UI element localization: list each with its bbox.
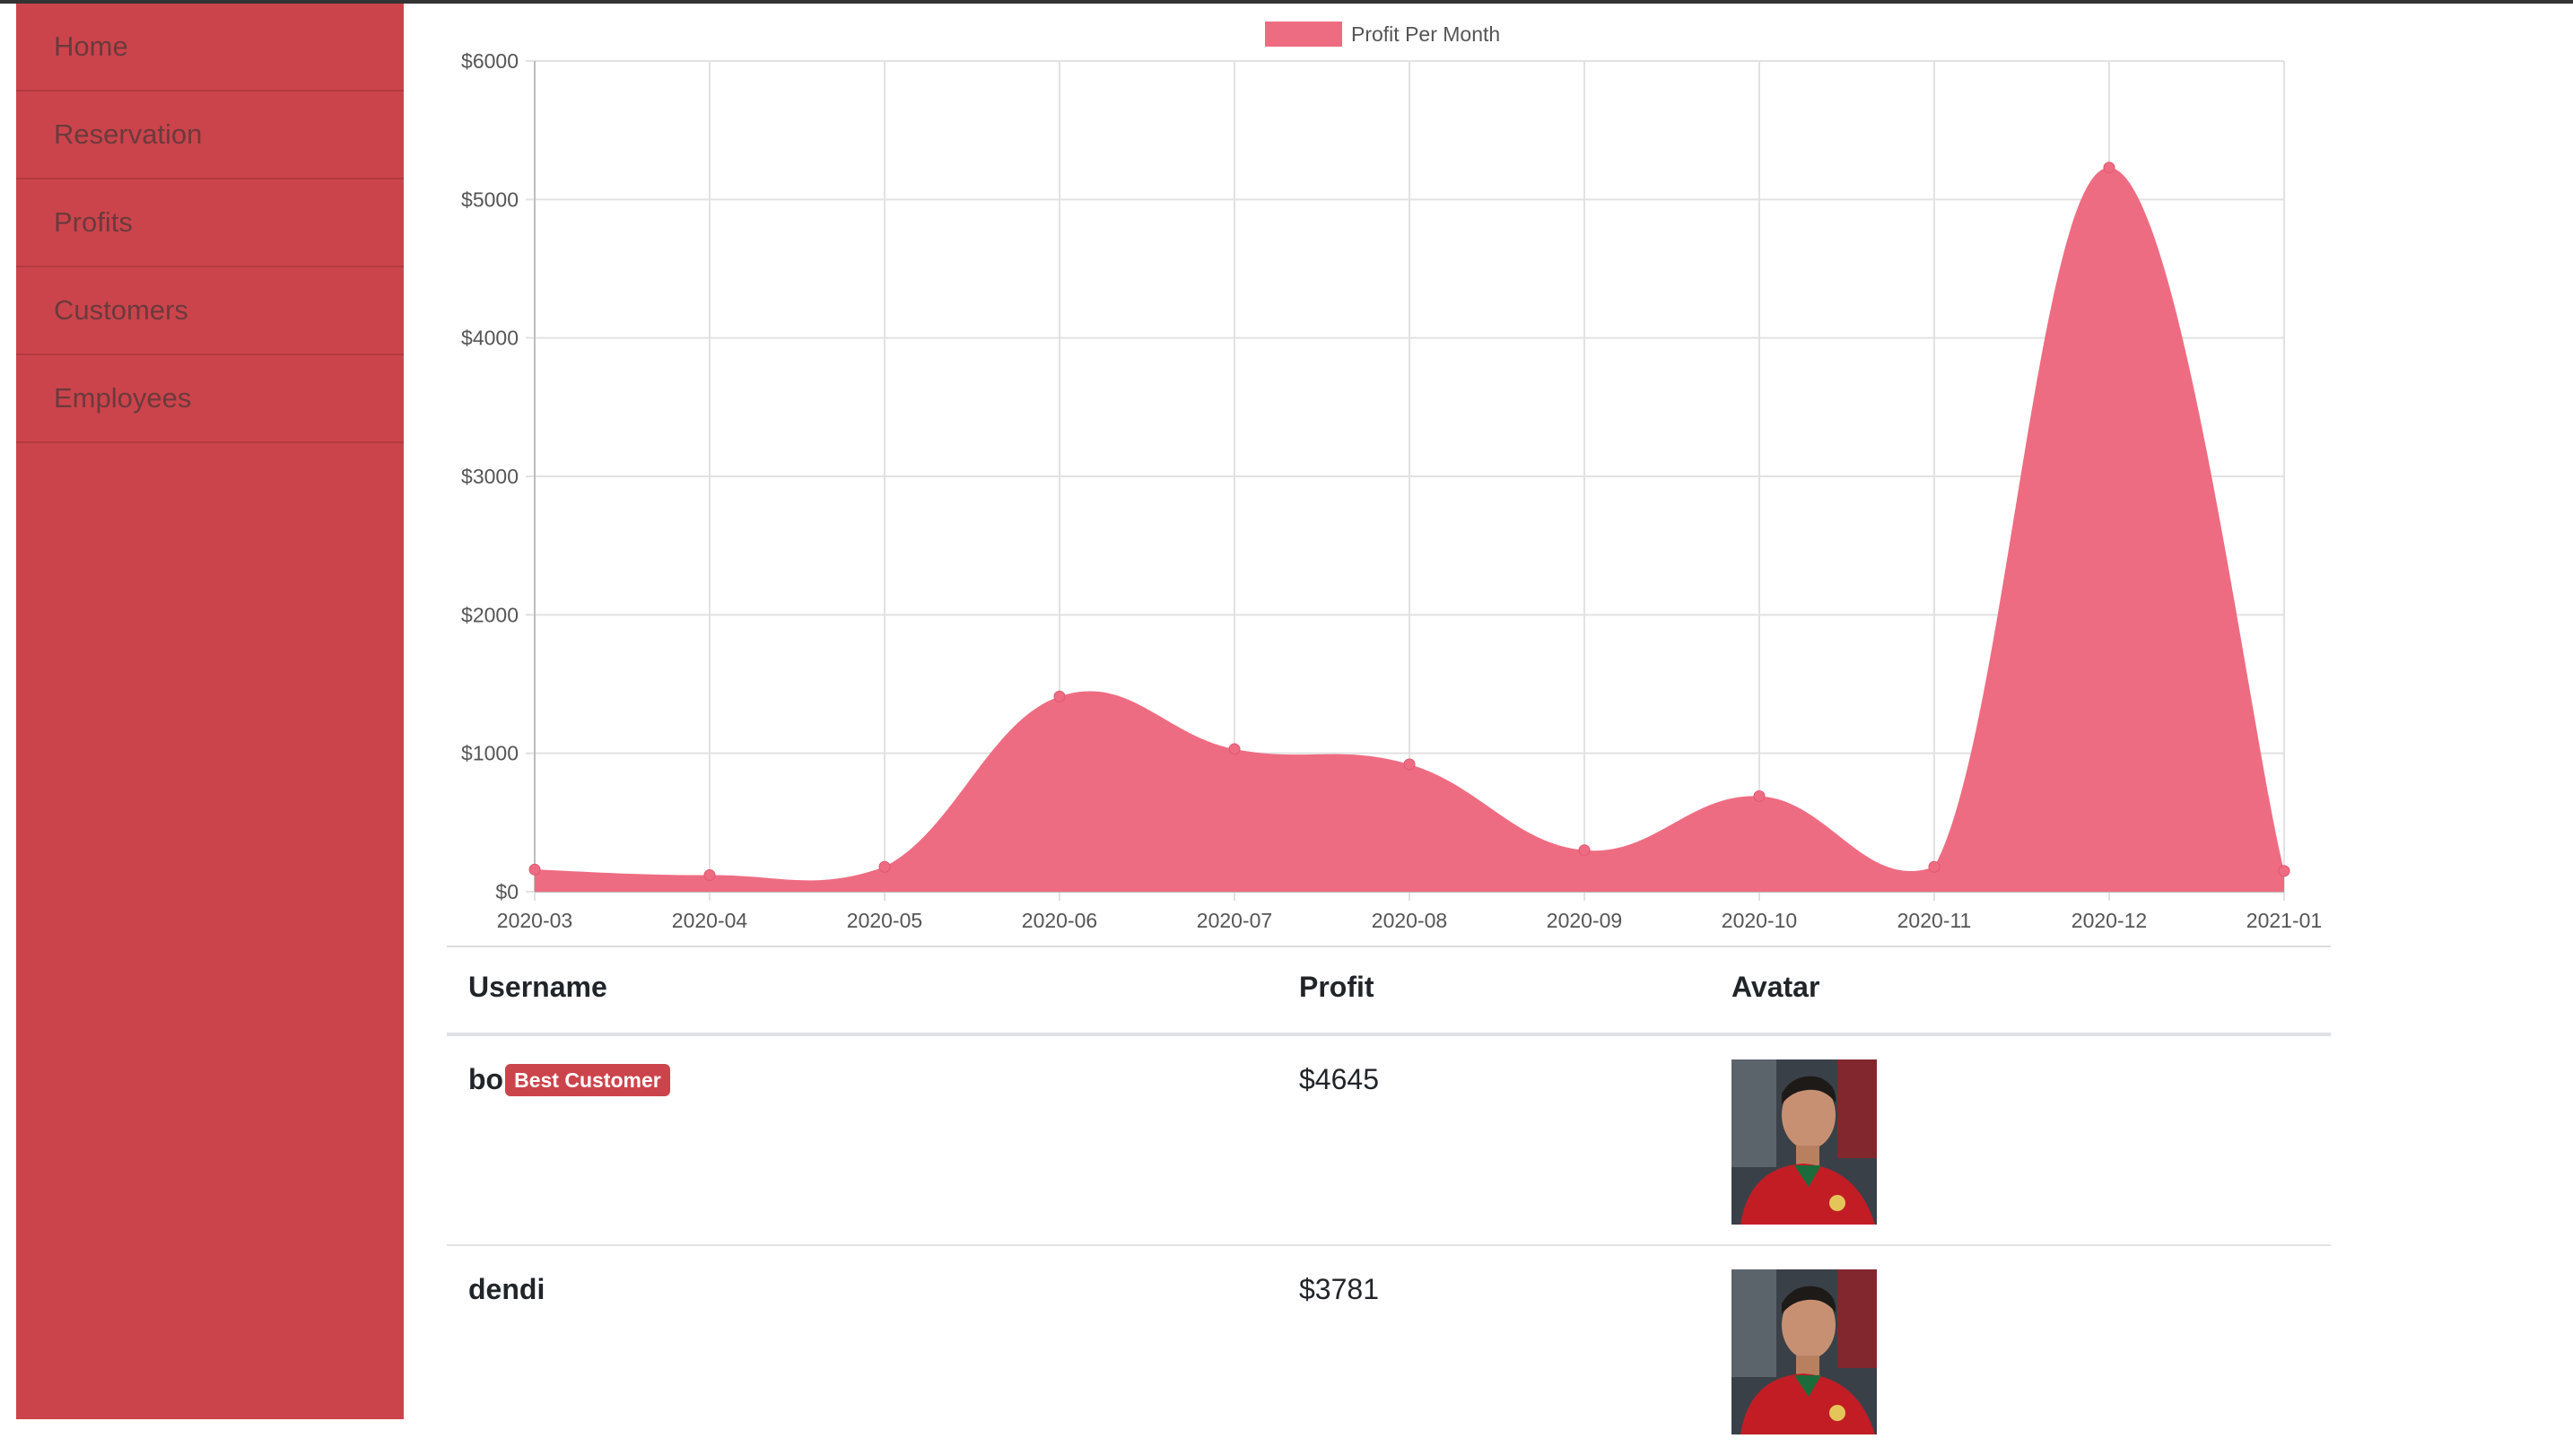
sidebar-item-profits[interactable]: Profits <box>16 179 404 267</box>
x-tick-label: 2020-07 <box>1197 909 1272 932</box>
sidebar-item-customers[interactable]: Customers <box>16 267 404 355</box>
username-cell: bo Best Customer <box>468 1063 670 1096</box>
y-tick-label: $2000 <box>461 603 519 626</box>
avatar <box>1731 1269 1877 1434</box>
avatar <box>1731 1059 1877 1225</box>
y-tick-label: $5000 <box>461 187 519 211</box>
profit-chart-svg: $0 $1000 $2000 $3000 $4000 $5000 $6000 2020-03 2… <box>461 22 2322 932</box>
y-tick-label: $4000 <box>461 327 519 350</box>
sidebar-item-label: Employees <box>54 382 192 414</box>
sidebar-item-employees[interactable]: Employees <box>16 355 404 443</box>
profit-cell: $4645 <box>1299 1063 1379 1095</box>
table-row: dendi $3781 <box>447 1246 2331 1456</box>
y-tick-label: $3000 <box>461 465 519 488</box>
data-point <box>2278 865 2290 877</box>
window-top-border <box>0 0 2573 4</box>
column-header-avatar: Avatar <box>1731 971 1820 1003</box>
legend-label: Profit Per Month <box>1351 22 1500 46</box>
data-point <box>1053 690 1066 702</box>
data-point <box>878 860 891 873</box>
x-tick-label: 2020-06 <box>1022 909 1097 932</box>
x-tick-label: 2020-10 <box>1722 909 1797 932</box>
profit-chart: $0 $1000 $2000 $3000 $4000 $5000 $6000 2020-03 2… <box>413 4 2386 946</box>
sidebar-item-home[interactable]: Home <box>16 4 404 92</box>
x-tick-label: 2020-04 <box>672 909 748 932</box>
y-tick-label: $0 <box>495 880 519 903</box>
best-customer-badge: Best Customer <box>505 1063 670 1096</box>
x-tick-label: 2020-09 <box>1547 909 1622 932</box>
sidebar-item-label: Profits <box>54 206 133 238</box>
data-point <box>1228 743 1241 755</box>
data-point <box>2103 161 2115 174</box>
data-point <box>1578 844 1591 857</box>
profit-cell: $3781 <box>1299 1273 1379 1305</box>
username-cell: dendi <box>468 1273 545 1306</box>
sidebar-item-label: Home <box>54 31 128 62</box>
x-tick-label: 2020-11 <box>1897 909 1972 932</box>
data-point <box>528 863 541 876</box>
data-point <box>1753 790 1766 803</box>
column-header-username: Username <box>468 971 607 1003</box>
profit-area-series <box>535 167 2284 892</box>
column-header-profit: Profit <box>1299 971 1374 1003</box>
data-point <box>703 868 716 881</box>
table-row: bo Best Customer $4645 <box>447 1036 2331 1246</box>
sidebar: Home Reservation Profits Customers Emplo… <box>16 4 404 1419</box>
table-top-divider <box>447 946 2331 947</box>
username: bo <box>468 1063 504 1095</box>
username: dendi <box>468 1273 545 1305</box>
y-tick-label: $6000 <box>461 49 519 73</box>
sidebar-item-reservation[interactable]: Reservation <box>16 92 404 179</box>
y-tick-label: $1000 <box>461 742 519 765</box>
data-point <box>1928 860 1941 873</box>
data-point <box>1403 758 1416 771</box>
x-tick-label: 2020-12 <box>2071 909 2147 932</box>
sidebar-item-label: Reservation <box>54 118 203 150</box>
header-divider <box>447 1033 2331 1036</box>
sidebar-item-label: Customers <box>54 294 188 326</box>
x-tick-label: 2020-08 <box>1372 909 1447 932</box>
x-tick-label: 2020-05 <box>847 909 922 932</box>
x-tick-label: 2021-01 <box>2246 909 2322 932</box>
x-tick-label: 2020-03 <box>497 909 572 932</box>
row-divider <box>447 1244 2331 1246</box>
avatar-photo-icon <box>1731 1269 1877 1434</box>
avatar-photo-icon <box>1731 1059 1877 1225</box>
legend-swatch <box>1265 22 1342 47</box>
